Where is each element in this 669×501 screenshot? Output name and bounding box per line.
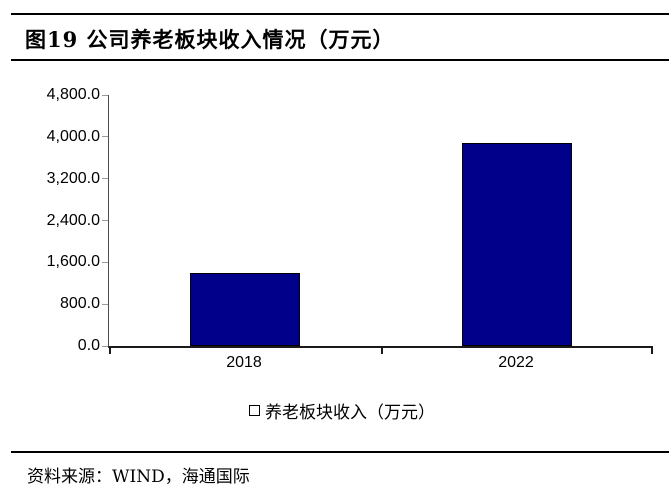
source-note: 资料来源：WIND，海通国际 xyxy=(27,467,250,487)
x-axis-tick xyxy=(651,348,653,354)
y-axis-tick xyxy=(102,303,108,305)
x-tick-label: 2018 xyxy=(226,354,262,371)
bar-2018 xyxy=(190,273,300,346)
y-tick-label: 3,200.0 xyxy=(46,169,100,187)
y-tick-label: 4,000.0 xyxy=(46,127,100,145)
y-axis-tick xyxy=(102,94,108,96)
y-tick-label: 1,600.0 xyxy=(46,253,100,271)
header-top-rule xyxy=(11,13,669,15)
x-axis-tick xyxy=(381,348,383,354)
x-axis-tick xyxy=(109,348,111,354)
legend-label: 养老板块收入（万元） xyxy=(265,403,435,423)
legend-swatch-icon xyxy=(249,405,260,416)
y-axis-tick xyxy=(102,136,108,138)
x-tick-label: 2022 xyxy=(498,354,534,371)
figure-title: 图19 公司养老板块收入情况（万元） xyxy=(25,27,395,52)
bar-2022 xyxy=(462,143,572,346)
y-axis-tick xyxy=(102,178,108,180)
y-axis-tick xyxy=(102,220,108,221)
chart-legend: 养老板块收入（万元） xyxy=(249,398,435,423)
y-tick-label: 2,400.0 xyxy=(46,211,100,229)
y-tick-label: 800.0 xyxy=(59,295,100,313)
plot-area xyxy=(102,94,653,354)
header-bottom-rule xyxy=(11,59,669,61)
y-axis-tick xyxy=(102,261,108,263)
footer-rule xyxy=(11,451,669,453)
y-tick-label: 0.0 xyxy=(77,337,100,354)
y-tick-label: 4,800.0 xyxy=(46,86,100,103)
y-axis-tick xyxy=(102,345,108,347)
